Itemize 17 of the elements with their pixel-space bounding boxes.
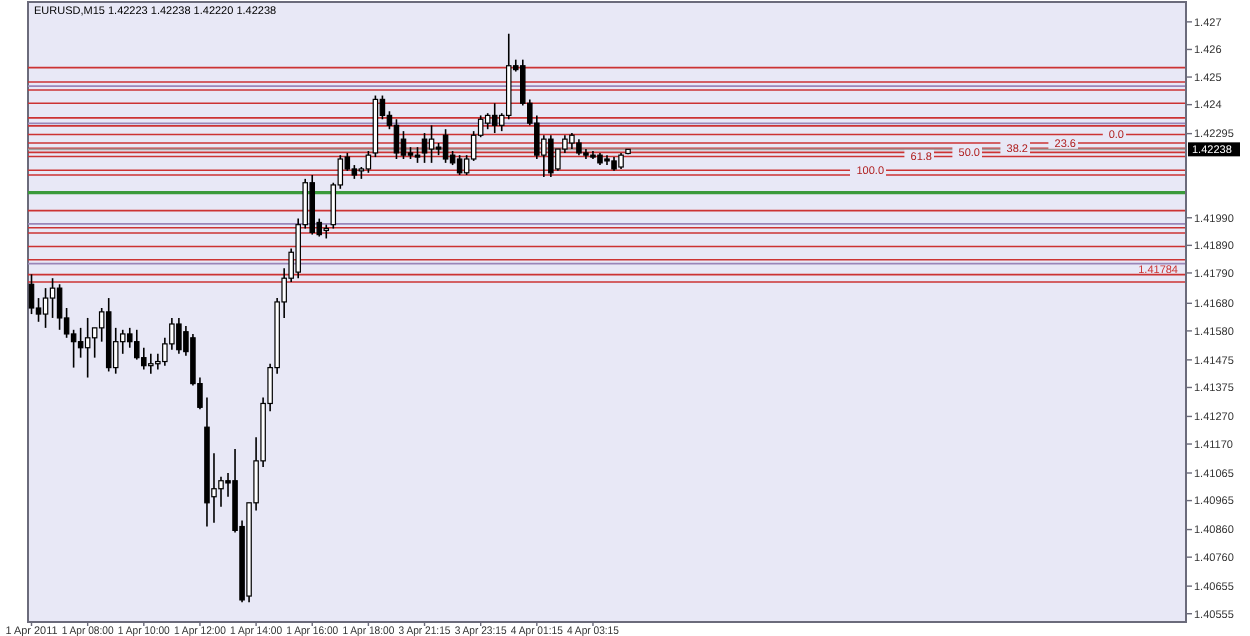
candlestick <box>28 273 35 315</box>
candlestick <box>456 154 463 176</box>
candlestick <box>42 287 49 329</box>
candlestick <box>49 277 56 319</box>
candlestick <box>393 118 400 160</box>
candlestick <box>77 327 84 359</box>
candlestick <box>491 102 498 134</box>
candlestick <box>148 353 154 375</box>
candlestick <box>428 124 435 164</box>
candlestick <box>56 283 63 331</box>
candlestick <box>548 134 554 178</box>
candlestick <box>176 317 182 355</box>
candlestick <box>400 130 407 160</box>
candlestick <box>365 150 372 174</box>
candlestick <box>84 317 91 379</box>
candlestick <box>421 132 428 164</box>
candlestick <box>442 128 449 164</box>
